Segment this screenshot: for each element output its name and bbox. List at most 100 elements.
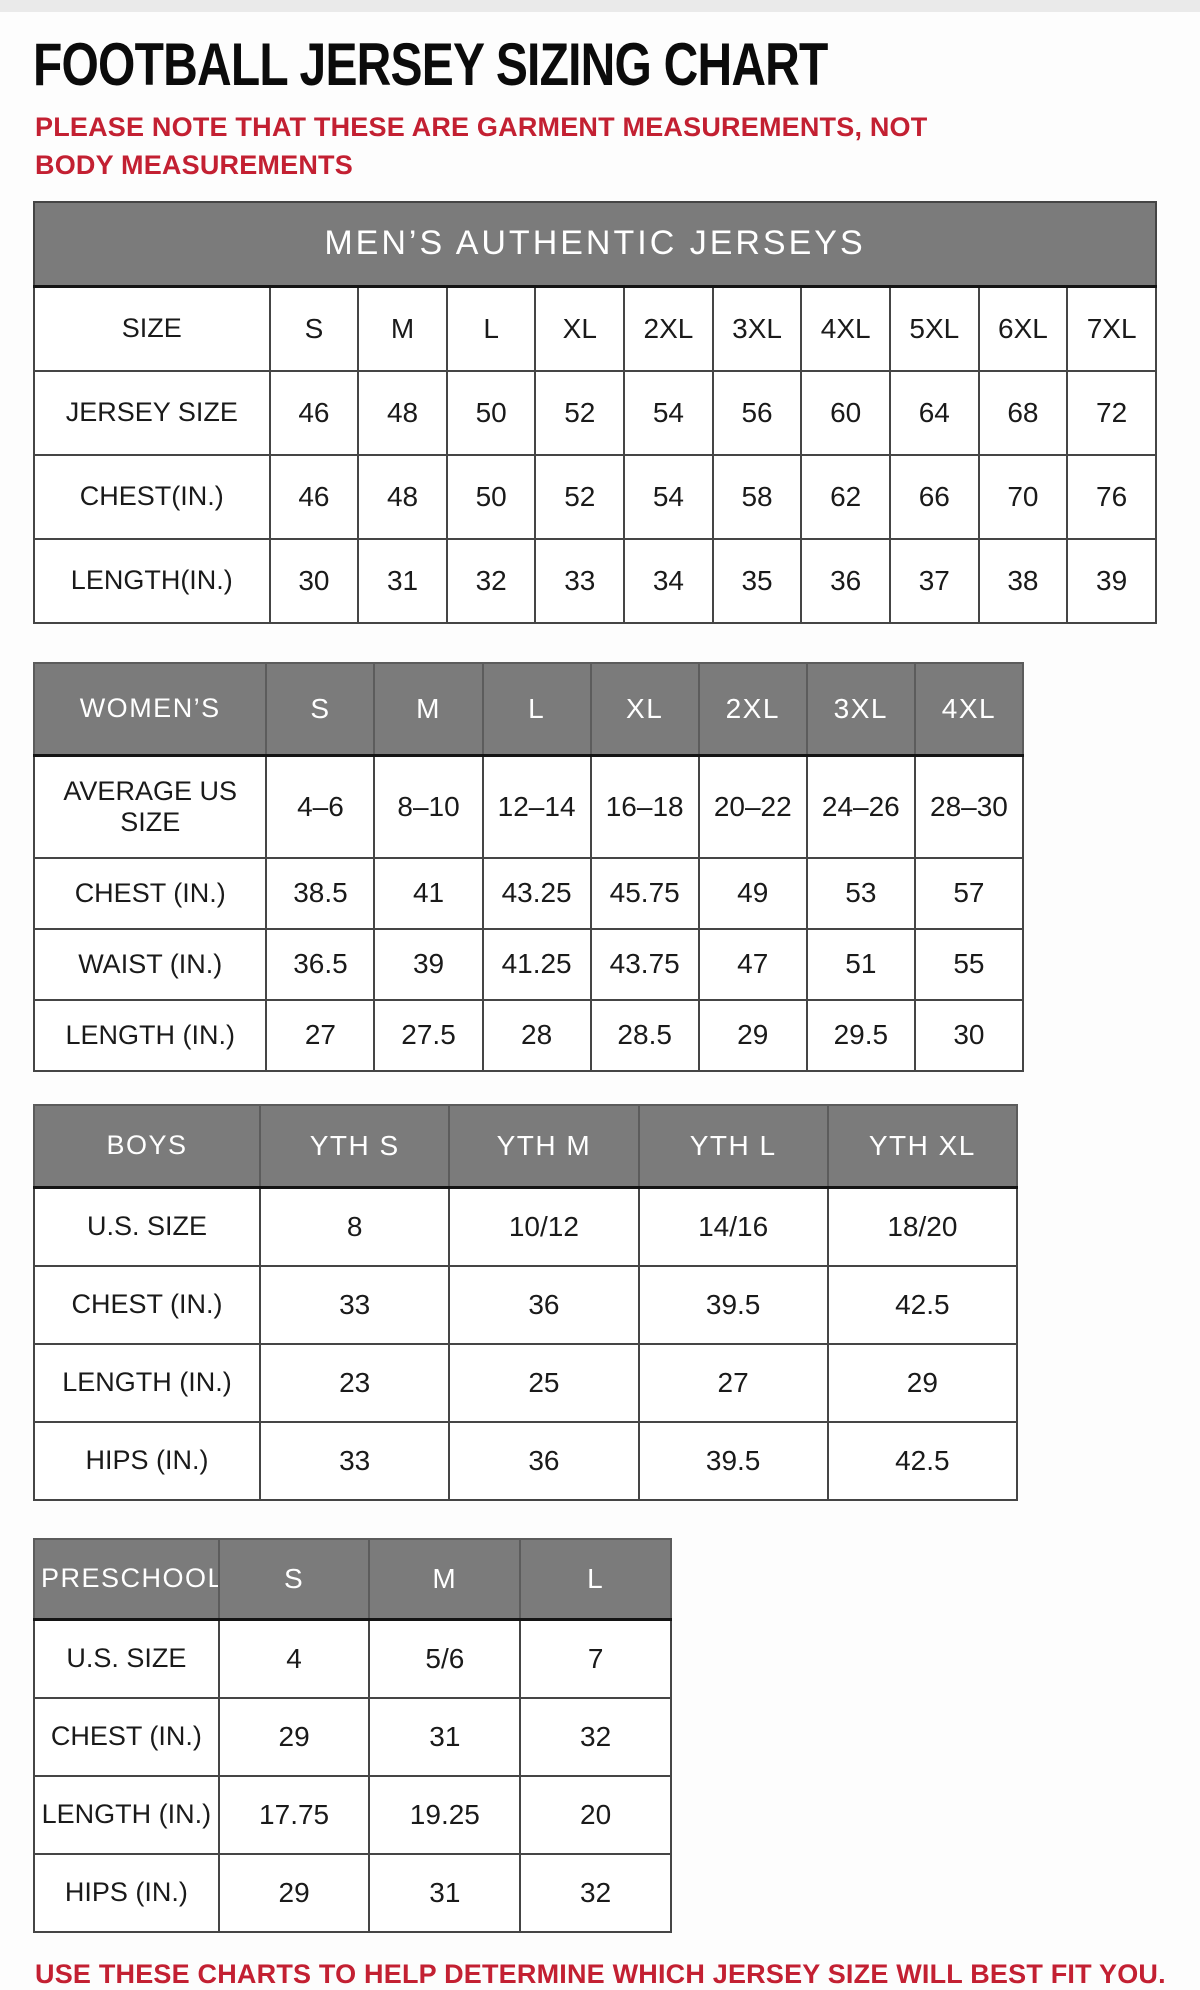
preschool-cell-2-1: 19.25	[368, 1774, 522, 1855]
preschool-row-3: HIPS (IN.) 29 31 32	[33, 1852, 672, 1933]
boys-cell-0-1: 10/12	[448, 1186, 640, 1267]
mens-authentic-jerseys-table: MEN’S AUTHENTIC JERSEYS SIZE S M L XL 2XL 3XL 4X…	[33, 200, 1157, 624]
mens-cell-1-1: 48	[357, 453, 448, 540]
womens-cell-1-1: 41	[373, 856, 484, 930]
mens-cell-2-8: 38	[977, 537, 1069, 624]
womens-cell-3-2: 28	[481, 998, 592, 1072]
preschool-cell-1-1: 31	[368, 1696, 522, 1777]
mens-header-6: 3XL	[711, 285, 803, 372]
scan-artifact-strip	[0, 0, 1200, 12]
womens-cell-3-1: 27.5	[373, 998, 484, 1072]
boys-header-1: YTH S	[259, 1103, 451, 1189]
womens-cell-1-4: 49	[697, 856, 808, 930]
mens-cell-0-1: 48	[357, 369, 448, 456]
boys-cell-2-2: 27	[637, 1342, 829, 1423]
preschool-cell-1-0: 29	[217, 1696, 371, 1777]
mens-header-5: 2XL	[623, 285, 714, 372]
boys-row-1: CHEST (IN.) 33 36 39.5 42.5	[32, 1264, 1019, 1345]
womens-cell-1-0: 38.5	[265, 856, 376, 930]
preschool-row-2-label: LENGTH (IN.)	[33, 1774, 220, 1855]
boys-row-2: LENGTH (IN.) 23 25 27 29	[32, 1342, 1019, 1423]
womens-header-0: WOMEN’S	[32, 661, 268, 757]
boys-cell-0-2: 14/16	[637, 1186, 829, 1267]
boys-cell-0-0: 8	[259, 1186, 451, 1267]
boys-cell-2-0: 23	[259, 1342, 451, 1423]
mens-header-2: M	[357, 285, 448, 372]
preschool-cell-0-0: 4	[217, 1618, 371, 1699]
boys-row-2-label: LENGTH (IN.)	[32, 1342, 262, 1423]
garment-measurement-note: PLEASE NOTE THAT THESE ARE GARMENT MEASU…	[35, 112, 928, 180]
mens-row-1: CHEST(IN.) 46 48 50 52 54 58 62 66 70 76	[33, 453, 1157, 540]
mens-banner-row: MEN’S AUTHENTIC JERSEYS	[33, 200, 1157, 288]
womens-cell-0-1: 8–10	[373, 754, 484, 859]
preschool-jerseys-table: PRESCHOOL S M L U.S. SIZE 4 5/6 7 CHEST (IN.) 29 3…	[33, 1537, 672, 1933]
mens-cell-0-3: 52	[534, 369, 626, 456]
womens-cell-3-6: 30	[913, 998, 1025, 1072]
mens-cell-1-2: 50	[445, 453, 537, 540]
womens-row-0-label: AVERAGE US SIZE	[32, 754, 268, 859]
womens-row-2-label: WAIST (IN.)	[32, 927, 268, 1001]
page-title: FOOTBALL JERSEY SIZING CHART	[33, 31, 828, 98]
mens-cell-1-4: 54	[623, 453, 714, 540]
mens-header-0: SIZE	[33, 285, 271, 372]
mens-cell-2-3: 33	[534, 537, 626, 624]
mens-cell-1-6: 62	[800, 453, 891, 540]
mens-cell-0-0: 46	[268, 369, 360, 456]
mens-cell-1-0: 46	[268, 453, 360, 540]
boys-cell-2-1: 25	[448, 1342, 640, 1423]
mens-header-9: 6XL	[977, 285, 1069, 372]
mens-cell-2-1: 31	[357, 537, 448, 624]
womens-cell-3-5: 29.5	[805, 998, 916, 1072]
boys-header-row: BOYS YTH S YTH M YTH L YTH XL	[32, 1103, 1019, 1189]
mens-header-4: XL	[534, 285, 626, 372]
womens-header-4: XL	[589, 661, 700, 757]
womens-cell-0-2: 12–14	[481, 754, 592, 859]
mens-row-2-label: LENGTH(IN.)	[33, 537, 271, 624]
boys-header-0: BOYS	[32, 1103, 262, 1189]
womens-row-2: WAIST (IN.) 36.5 39 41.25 43.75 47 51 55	[32, 927, 1025, 1001]
mens-header-8: 5XL	[888, 285, 980, 372]
mens-banner: MEN’S AUTHENTIC JERSEYS	[33, 200, 1157, 288]
boys-cell-1-3: 42.5	[826, 1264, 1019, 1345]
womens-row-1: CHEST (IN.) 38.5 41 43.25 45.75 49 53 57	[32, 856, 1025, 930]
womens-cell-2-3: 43.75	[589, 927, 700, 1001]
mens-row-1-label: CHEST(IN.)	[33, 453, 271, 540]
mens-row-0: JERSEY SIZE 46 48 50 52 54 56 60 64 68 72	[33, 369, 1157, 456]
mens-cell-1-5: 58	[711, 453, 803, 540]
womens-cell-2-5: 51	[805, 927, 916, 1001]
mens-cell-0-5: 56	[711, 369, 803, 456]
mens-cell-2-5: 35	[711, 537, 803, 624]
womens-row-3: LENGTH (IN.) 27 27.5 28 28.5 29 29.5 30	[32, 998, 1025, 1072]
boys-cell-2-3: 29	[826, 1342, 1019, 1423]
preschool-row-1: CHEST (IN.) 29 31 32	[33, 1696, 672, 1777]
boys-header-4: YTH XL	[826, 1103, 1019, 1189]
preschool-cell-3-2: 32	[519, 1852, 672, 1933]
womens-cell-2-0: 36.5	[265, 927, 376, 1001]
mens-row-2: LENGTH(IN.) 30 31 32 33 34 35 36 37 38 39	[33, 537, 1157, 624]
womens-cell-0-4: 20–22	[697, 754, 808, 859]
preschool-cell-0-1: 5/6	[368, 1618, 522, 1699]
mens-cell-2-0: 30	[268, 537, 360, 624]
preschool-cell-3-1: 31	[368, 1852, 522, 1933]
preschool-header-row: PRESCHOOL S M L	[33, 1537, 672, 1621]
boys-cell-1-1: 36	[448, 1264, 640, 1345]
mens-cell-0-8: 68	[977, 369, 1069, 456]
mens-cell-2-2: 32	[445, 537, 537, 624]
womens-header-3: L	[481, 661, 592, 757]
womens-cell-1-6: 57	[913, 856, 1025, 930]
preschool-cell-3-0: 29	[217, 1852, 371, 1933]
boys-cell-3-2: 39.5	[637, 1420, 829, 1501]
womens-cell-2-2: 41.25	[481, 927, 592, 1001]
preschool-header-0: PRESCHOOL	[33, 1537, 220, 1621]
mens-cell-1-9: 76	[1066, 453, 1157, 540]
mens-header-1: S	[268, 285, 360, 372]
boys-cell-1-0: 33	[259, 1264, 451, 1345]
womens-row-3-label: LENGTH (IN.)	[32, 998, 268, 1072]
womens-header-5: 2XL	[697, 661, 808, 757]
womens-cell-0-3: 16–18	[589, 754, 700, 859]
womens-cell-2-6: 55	[913, 927, 1025, 1001]
womens-jerseys-table: WOMEN’S S M L XL 2XL 3XL 4XL AVERAGE US SIZE 4–6 8…	[32, 661, 1025, 1072]
boys-cell-3-1: 36	[448, 1420, 640, 1501]
mens-cell-0-2: 50	[445, 369, 537, 456]
preschool-row-0-label: U.S. SIZE	[33, 1618, 220, 1699]
